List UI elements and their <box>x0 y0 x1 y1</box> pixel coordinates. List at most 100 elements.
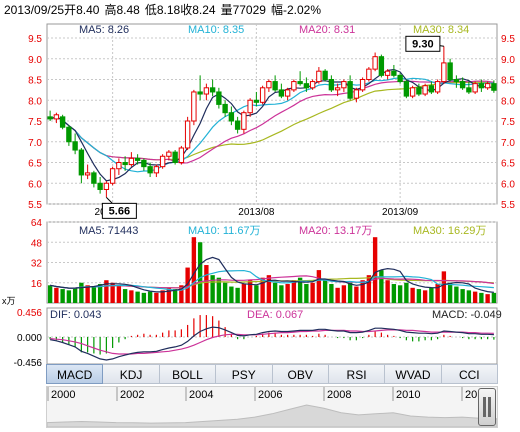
price-ytick-right: 8.0 <box>501 96 515 107</box>
candle-body <box>97 182 103 190</box>
dif-line <box>49 326 494 361</box>
candle-body <box>478 83 485 89</box>
candle-body <box>491 83 497 91</box>
candle-body <box>47 116 53 120</box>
candle-body <box>253 99 260 103</box>
volume-bar <box>297 277 303 303</box>
candle-body <box>309 81 316 89</box>
candle-body <box>172 151 178 163</box>
candle-body <box>353 89 360 99</box>
volume-bar <box>310 282 315 303</box>
tab-psy[interactable]: PSY <box>216 364 273 384</box>
legend-label: MA20: 8.31 <box>299 24 355 36</box>
annotation-label: 5.66 <box>109 205 130 217</box>
legend-label: MA30: 8.34 <box>413 24 469 36</box>
candle-body <box>153 166 160 174</box>
volume-bar <box>447 282 453 303</box>
header-low: 8.18 <box>157 3 181 17</box>
candle-body <box>184 120 191 149</box>
candle-body <box>122 162 128 166</box>
volume-bar <box>60 289 65 303</box>
price-ytick-right: 6.5 <box>501 159 515 170</box>
candle-body <box>72 141 78 151</box>
volume-ytick: 64 <box>31 218 43 229</box>
candle-body <box>472 83 478 93</box>
price-ytick-right: 9.0 <box>501 55 515 66</box>
volume-bar <box>422 290 428 303</box>
legend-label: MACD: -0.049 <box>432 309 502 321</box>
timeline-navigator[interactable]: 2000200220042006200820102012 <box>46 386 498 428</box>
annotation-box <box>101 202 137 219</box>
volume-bar <box>454 286 459 303</box>
volume-panel: 64 48 32 16 x万 <box>2 218 498 306</box>
header-change: -2.02% <box>283 3 321 17</box>
legend-label: MA20: 13.17万 <box>299 225 372 237</box>
candle-body <box>303 83 310 89</box>
volume-bar <box>91 286 97 303</box>
candle-body <box>334 87 341 91</box>
candle-body <box>116 162 122 170</box>
timeline-drag-handle[interactable] <box>478 388 496 426</box>
volume-bar <box>241 284 247 303</box>
candle-body <box>228 112 235 122</box>
volume-bar <box>79 282 84 303</box>
volume-bar <box>172 289 178 303</box>
timeline-year-label: 2006 <box>258 389 282 401</box>
volume-bar <box>316 270 322 303</box>
tab-obv[interactable]: OBV <box>272 364 329 384</box>
volume-bar <box>110 282 115 303</box>
volume-bar <box>472 291 478 303</box>
timeline-chart: 2000200220042006200820102012 <box>46 387 498 428</box>
volume-bar <box>466 290 472 303</box>
volume-bar <box>160 290 165 303</box>
candle-body <box>459 81 466 89</box>
volume-bar <box>272 282 278 303</box>
legends: MA5: 8.26 MA10: 8.35 MA20: 8.31 MA30: 8.34 M… <box>50 24 502 321</box>
header-volume: 77029 <box>233 3 267 17</box>
volume-bar <box>366 275 372 303</box>
tab-boll[interactable]: BOLL <box>159 364 217 384</box>
ma20-line <box>49 80 494 164</box>
tab-wvad[interactable]: WVAD <box>385 364 442 384</box>
tab-cci[interactable]: CCI <box>441 364 498 384</box>
candle-body <box>266 81 272 89</box>
price-panel: 9.5 9.5 9.0 9.0 8.5 8.5 8.0 8.0 7.5 7.5 7.0 7.0 6.5 6… <box>28 23 515 219</box>
candle-body <box>216 91 222 105</box>
tab-macd[interactable]: MACD <box>46 364 104 384</box>
volume-bar <box>222 282 228 303</box>
volume-bar <box>166 287 172 303</box>
candle-body <box>397 74 403 83</box>
price-ytick-left: 9.0 <box>28 55 42 66</box>
candle-body <box>128 157 135 166</box>
candle-body <box>453 79 460 83</box>
volume-ma5-line <box>49 256 494 293</box>
candle-body <box>328 79 335 91</box>
timeline-year-label: 2002 <box>120 389 144 401</box>
ma10-line <box>49 77 494 173</box>
candle-body <box>347 81 353 99</box>
candle-body <box>297 81 303 85</box>
candle-body <box>59 116 66 128</box>
volume-bar <box>254 285 259 303</box>
candle-body <box>272 81 278 91</box>
volume-bar <box>335 287 340 303</box>
volume-bar <box>97 284 103 303</box>
volume-bar <box>197 242 203 303</box>
candle-body <box>91 172 97 184</box>
macd-ytick: 0.000 <box>17 333 42 344</box>
volume-bar <box>322 280 328 303</box>
tab-kdj[interactable]: KDJ <box>103 364 160 384</box>
volume-bar <box>341 285 347 303</box>
timeline-year-label: 2008 <box>327 389 351 401</box>
legend-label: DEA: 0.067 <box>247 309 303 321</box>
volume-bar <box>460 289 465 303</box>
candle-body <box>359 79 366 91</box>
volume-bar <box>347 282 353 303</box>
candle-body <box>372 56 378 70</box>
candle-body <box>53 114 60 120</box>
header-date: 2013/09/25 <box>4 3 64 17</box>
candle-body <box>434 81 441 93</box>
tab-rsi[interactable]: RSI <box>328 364 386 384</box>
